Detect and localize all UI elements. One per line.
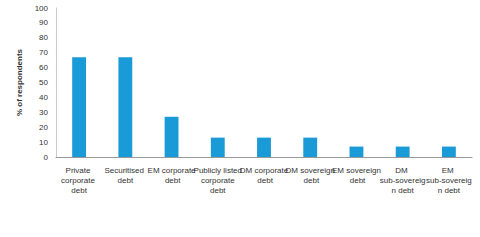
svg-text:corporate: corporate (61, 176, 97, 185)
svg-text:30: 30 (39, 108, 48, 117)
svg-text:DM sovereign: DM sovereign (286, 166, 335, 175)
svg-text:EM: EM (442, 166, 456, 175)
svg-text:70: 70 (39, 48, 48, 57)
svg-text:n debt: n debt (392, 186, 415, 195)
svg-text:Private: Private (66, 166, 93, 175)
svg-text:debt: debt (348, 176, 367, 185)
svg-text:90: 90 (39, 18, 48, 27)
svg-text:60: 60 (39, 63, 48, 72)
svg-text:0: 0 (44, 153, 49, 162)
svg-text:% of respondents: % of respondents (15, 48, 24, 116)
svg-text:100: 100 (35, 4, 49, 13)
svg-text:debt: debt (71, 186, 87, 195)
svg-text:sub-sovereig: sub-sovereig (426, 176, 472, 185)
svg-text:50: 50 (39, 78, 48, 87)
svg-text:debt: debt (210, 186, 226, 195)
svg-text:20: 20 (39, 123, 48, 132)
svg-text:n debt: n debt (438, 186, 461, 195)
svg-text:corporate: corporate (199, 176, 237, 185)
svg-text:DM corporate: DM corporate (240, 166, 289, 175)
svg-text:EM sovereign: EM sovereign (332, 166, 381, 175)
svg-text:EM corporate: EM corporate (148, 166, 197, 175)
svg-text:debt: debt (118, 176, 134, 185)
svg-text:debt: debt (163, 176, 182, 185)
svg-text:Securitised: Securitised (104, 166, 146, 175)
svg-text:sub-sovereig: sub-sovereig (380, 176, 426, 185)
svg-text:10: 10 (39, 138, 48, 147)
svg-text:Publicly listed: Publicly listed (194, 166, 242, 175)
svg-text:40: 40 (39, 93, 48, 102)
svg-text:DM: DM (395, 166, 410, 175)
svg-text:debt: debt (301, 176, 320, 185)
svg-text:80: 80 (39, 33, 48, 42)
svg-text:debt: debt (255, 176, 274, 185)
